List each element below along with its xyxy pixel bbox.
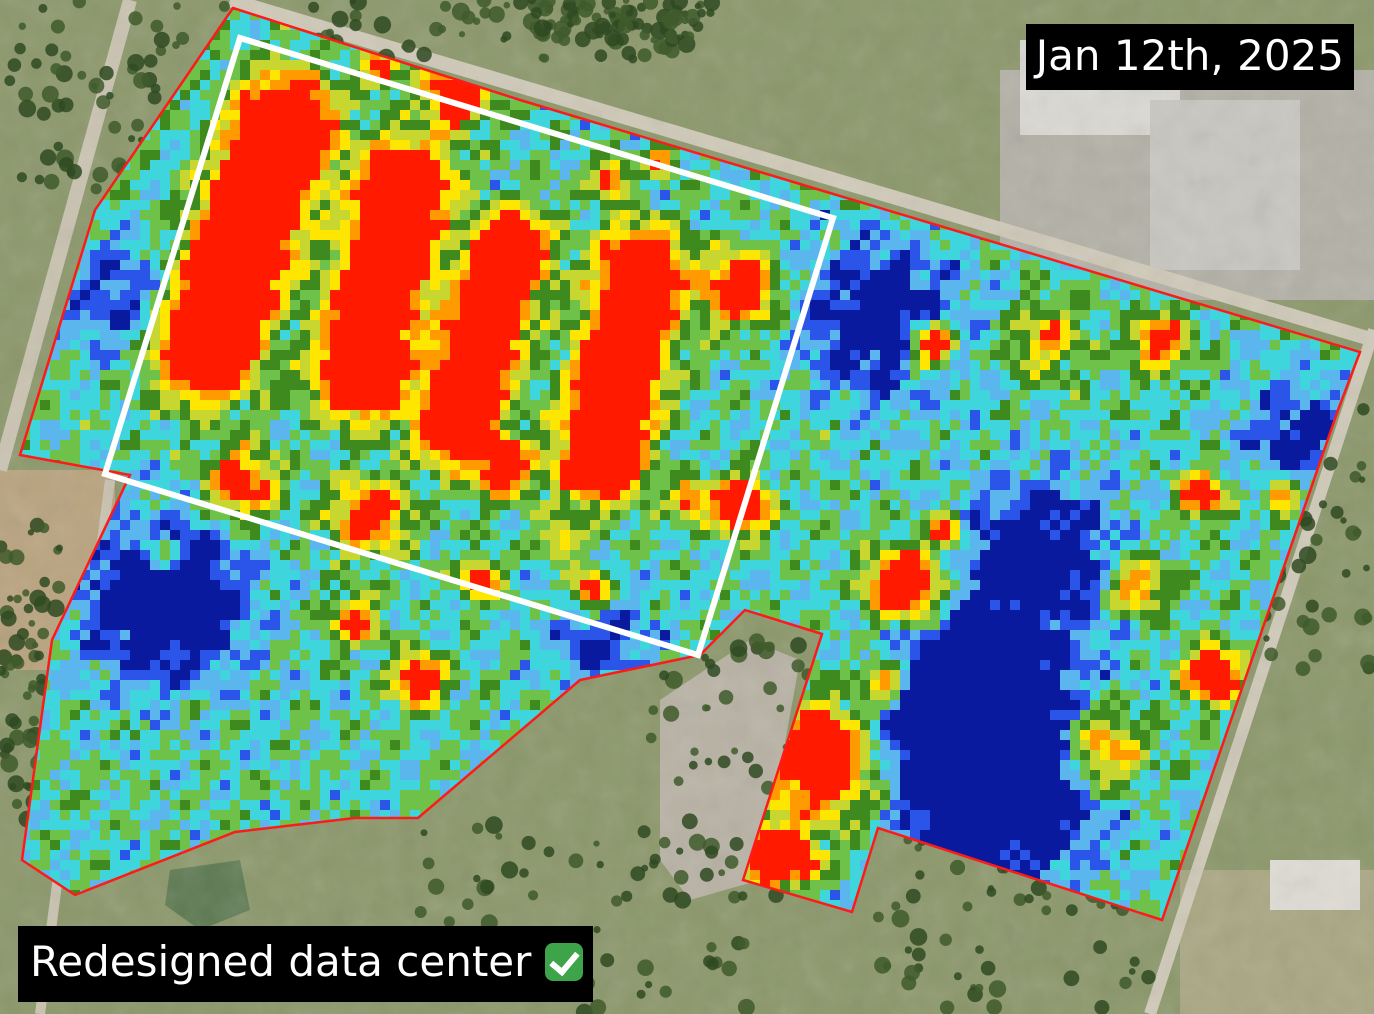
check-mark-icon: [545, 943, 584, 981]
data-center-focus-box: [101, 34, 837, 659]
caption-text: Redesigned data center: [30, 937, 532, 986]
date-label: Jan 12th, 2025: [1025, 24, 1354, 90]
caption-label: Redesigned data center: [18, 926, 594, 1002]
